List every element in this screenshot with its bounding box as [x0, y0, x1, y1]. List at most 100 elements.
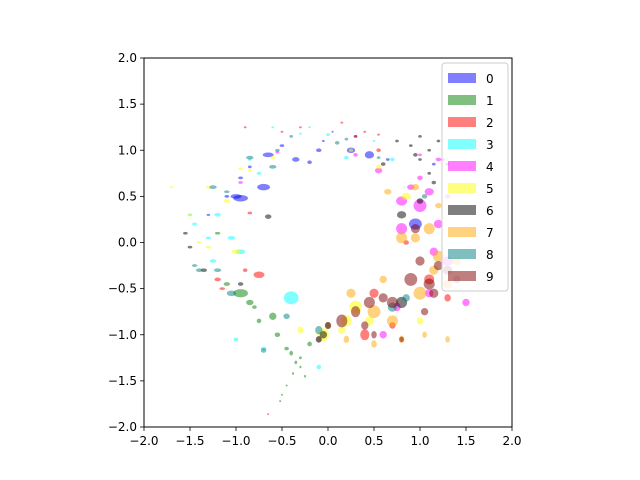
- point-series-0: [331, 130, 334, 133]
- point-series-8: [289, 135, 294, 138]
- point-series-5: [223, 199, 231, 203]
- point-series-2: [360, 329, 370, 341]
- x-tick-label: −1.0: [221, 434, 250, 448]
- point-series-6: [237, 282, 244, 286]
- point-series-7: [423, 223, 435, 235]
- point-series-9: [336, 314, 348, 328]
- point-series-0: [247, 165, 252, 169]
- legend-swatch-3: [448, 139, 476, 149]
- point-series-7: [411, 183, 420, 191]
- legend-label-5: 5: [486, 182, 494, 196]
- point-series-2: [219, 287, 225, 291]
- point-series-2: [280, 130, 284, 133]
- point-series-4: [424, 188, 434, 196]
- point-series-5: [231, 249, 241, 255]
- point-series-5: [401, 192, 411, 201]
- point-series-6: [264, 214, 272, 219]
- point-series-6: [418, 158, 422, 161]
- point-series-8: [209, 185, 217, 189]
- point-series-6: [183, 231, 188, 235]
- legend-label-8: 8: [486, 248, 494, 262]
- point-series-8: [334, 141, 340, 145]
- point-series-5: [169, 186, 174, 189]
- x-tick-label: 1.0: [410, 434, 429, 448]
- point-series-9: [363, 296, 375, 308]
- point-series-5: [297, 326, 304, 334]
- point-series-8: [344, 137, 349, 141]
- point-series-3: [214, 212, 221, 217]
- point-series-1: [246, 299, 254, 306]
- point-series-9: [316, 336, 322, 343]
- point-series-7: [422, 331, 427, 338]
- point-series-1: [299, 356, 302, 360]
- point-series-3: [271, 126, 275, 129]
- point-series-6: [319, 331, 328, 339]
- y-tick-label: −2.0: [108, 420, 137, 434]
- legend-swatch-1: [448, 95, 476, 105]
- point-series-8: [269, 165, 277, 169]
- point-series-3: [233, 337, 239, 342]
- point-series-1: [294, 360, 298, 365]
- point-series-9: [361, 321, 369, 330]
- legend-label-0: 0: [486, 72, 494, 86]
- point-series-7: [371, 340, 377, 348]
- point-series-0: [257, 183, 271, 191]
- point-series-0: [316, 148, 322, 153]
- y-axis: −2.0 −1.5 −1.0 −0.5 0.0 0.5 1.0 1.5 2.0: [108, 51, 144, 434]
- x-axis: −2.0 −1.5 −1.0 −0.5 0.0 0.5 1.0 1.5 2.0: [129, 427, 522, 448]
- point-series-4: [433, 219, 443, 229]
- legend-label-3: 3: [486, 138, 494, 152]
- point-series-2: [242, 268, 248, 273]
- point-series-0: [292, 157, 300, 162]
- point-series-2: [340, 121, 344, 124]
- point-series-8: [283, 313, 290, 320]
- point-series-2: [253, 271, 265, 279]
- y-tick-label: 0.5: [118, 189, 137, 203]
- point-series-1: [279, 400, 282, 403]
- y-tick-label: 1.0: [118, 143, 137, 157]
- x-tick-label: −2.0: [129, 434, 158, 448]
- point-series-3: [344, 155, 349, 160]
- point-series-6: [416, 198, 424, 204]
- point-series-6: [431, 180, 437, 185]
- point-series-2: [243, 126, 247, 129]
- point-series-9: [386, 296, 398, 308]
- point-series-0: [385, 158, 390, 161]
- point-series-5: [416, 317, 424, 325]
- point-series-2: [369, 288, 379, 298]
- point-series-9: [399, 336, 404, 343]
- point-series-3: [283, 291, 299, 305]
- point-series-6: [395, 139, 399, 143]
- point-series-7: [343, 335, 350, 344]
- point-series-1: [274, 332, 281, 338]
- point-series-2: [376, 148, 381, 153]
- y-tick-label: 2.0: [118, 51, 137, 65]
- point-series-0: [307, 160, 312, 165]
- point-series-4: [379, 331, 387, 339]
- point-series-3: [191, 222, 198, 226]
- point-series-7: [386, 315, 398, 327]
- point-series-1: [223, 282, 231, 286]
- x-tick-label: −0.5: [267, 434, 296, 448]
- y-tick-label: −1.0: [108, 328, 137, 342]
- point-series-2: [267, 413, 270, 416]
- point-series-9: [415, 256, 425, 266]
- y-tick-label: 1.5: [118, 97, 137, 111]
- point-series-6: [427, 171, 432, 175]
- y-tick-label: 0.0: [118, 236, 137, 250]
- point-series-4: [396, 223, 408, 235]
- point-series-5: [270, 155, 276, 160]
- point-series-9: [420, 307, 429, 316]
- point-series-6: [418, 135, 422, 138]
- point-series-8: [421, 194, 428, 199]
- point-series-5: [187, 213, 193, 217]
- point-series-5: [375, 164, 382, 170]
- point-series-8: [191, 264, 198, 267]
- point-series-2: [214, 277, 221, 282]
- point-series-4: [417, 175, 423, 181]
- point-series-8: [376, 156, 381, 160]
- point-series-4: [462, 298, 470, 307]
- point-series-8: [275, 148, 280, 152]
- x-tick-label: 0.0: [318, 434, 337, 448]
- point-series-1: [292, 372, 295, 375]
